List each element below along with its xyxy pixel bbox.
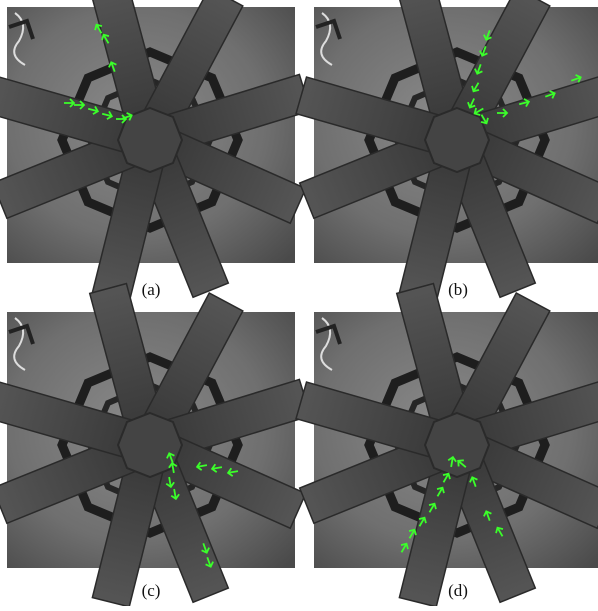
caption: (d): [448, 581, 468, 600]
page: {"figure": {"captions": ["(a)", "(b)", "…: [0, 0, 598, 606]
panel-c: [0, 284, 310, 606]
caption: (b): [448, 280, 468, 299]
panel-b: [296, 0, 598, 302]
panel-a: [0, 0, 310, 302]
figure: (a) (b) (c) (d): [0, 0, 598, 606]
panel-d: [296, 284, 598, 606]
caption: (a): [142, 280, 161, 299]
caption: (c): [142, 581, 161, 600]
